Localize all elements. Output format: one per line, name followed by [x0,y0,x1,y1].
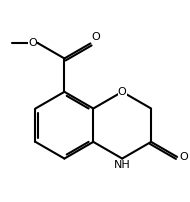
Text: O: O [28,38,37,48]
Text: O: O [91,33,100,42]
Text: NH: NH [114,160,131,169]
Text: O: O [179,152,188,162]
Text: O: O [118,87,127,97]
